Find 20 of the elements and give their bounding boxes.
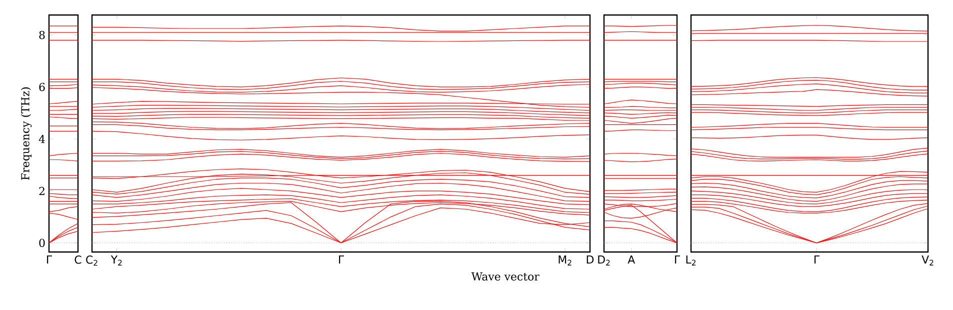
x-tick-label: Y$_{2}$ xyxy=(110,256,122,266)
x-tick-label: C xyxy=(74,256,82,264)
x-tick-label: M$_{2}$ xyxy=(558,256,572,266)
x-tick-label: L$_{2}$ xyxy=(686,256,696,266)
y-tick-label: 0 xyxy=(39,238,45,248)
y-tick-label: 2 xyxy=(39,186,44,195)
x-tick-label: Γ xyxy=(339,256,344,264)
x-tick-label: A xyxy=(628,256,636,264)
x-tick-label: D$_{2}$ xyxy=(598,256,610,266)
x-tick-label: C$_{2}$ xyxy=(86,256,98,266)
y-tick-label: 6 xyxy=(39,82,45,92)
x-axis-title: Wave vector xyxy=(471,272,540,281)
x-tick-label: Γ xyxy=(675,256,680,264)
x-tick-label: Γ xyxy=(814,256,820,264)
x-tick-label: D xyxy=(586,256,594,264)
y-tick-label: 4 xyxy=(38,134,45,144)
y-axis-title: Frequency (THz) xyxy=(20,87,32,180)
x-tick-label: V$_{2}$ xyxy=(922,256,934,266)
x-tick-label: Γ xyxy=(47,256,52,264)
y-tick-label: 8 xyxy=(39,30,45,40)
